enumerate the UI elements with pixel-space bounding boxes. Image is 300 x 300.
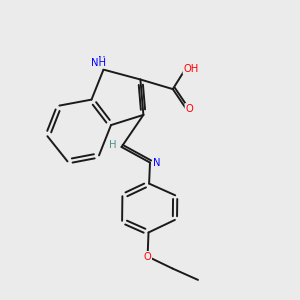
- Text: N: N: [153, 158, 160, 168]
- Text: N: N: [98, 56, 106, 66]
- Text: NH: NH: [91, 58, 106, 68]
- Text: H: H: [109, 140, 116, 151]
- Text: O: O: [144, 251, 152, 262]
- Text: OH: OH: [183, 64, 198, 74]
- Text: N: N: [98, 56, 106, 66]
- Text: O: O: [185, 103, 193, 114]
